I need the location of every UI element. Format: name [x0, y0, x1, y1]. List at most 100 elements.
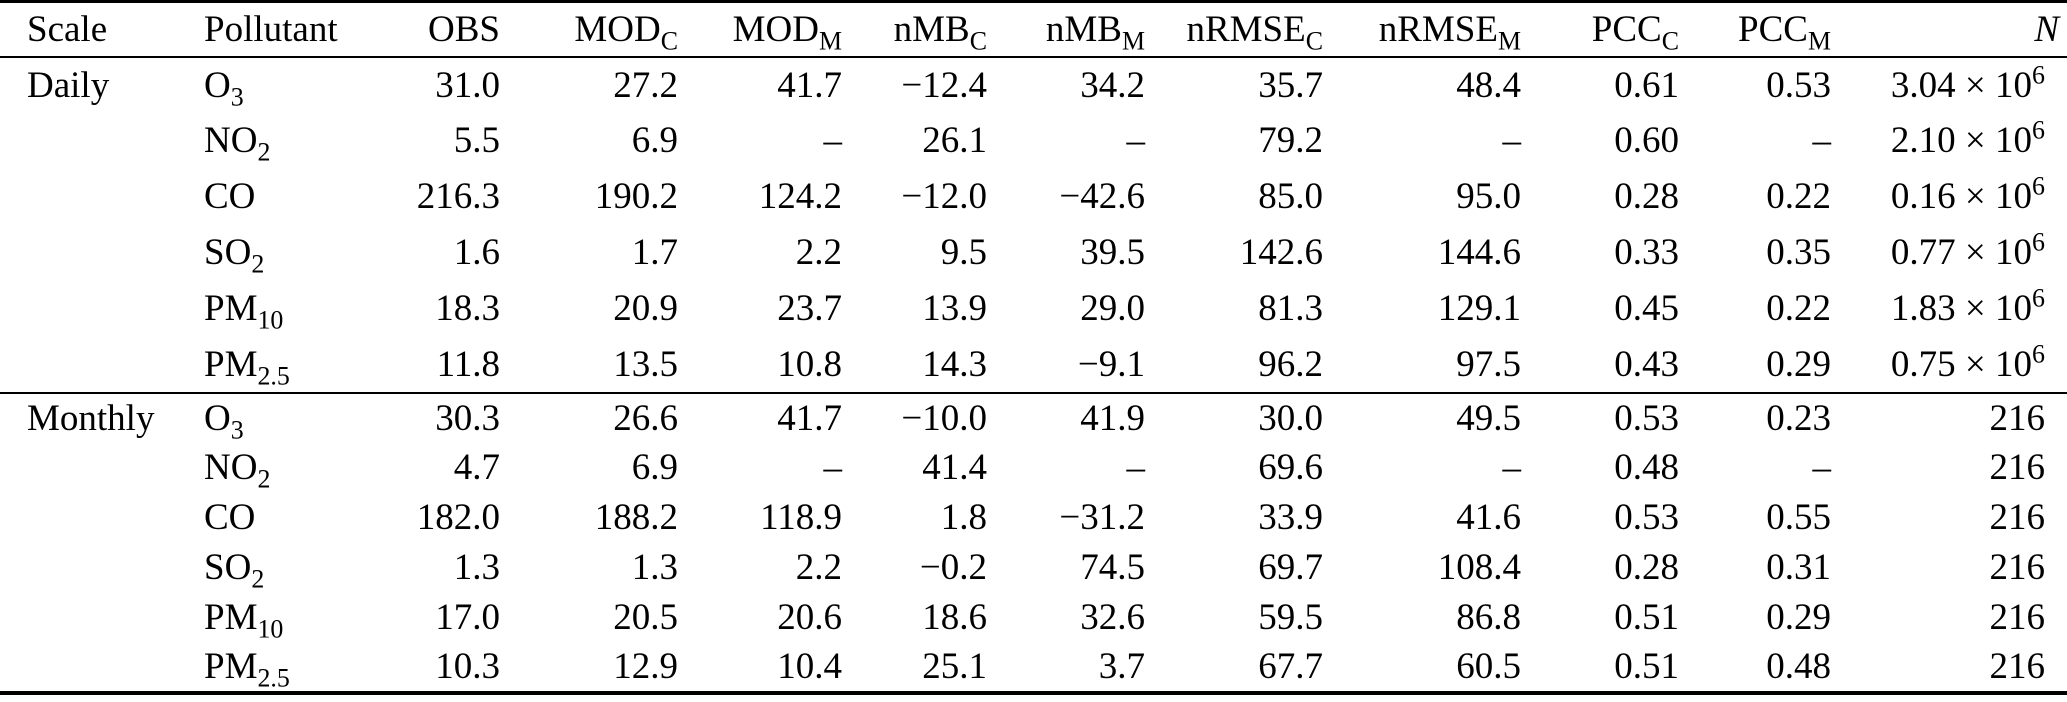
cell-mod-c: 1.7	[631, 232, 678, 273]
column-header-mod-c: MODC	[574, 8, 678, 56]
cell-scale	[0, 225, 204, 281]
cell-nmb-c: 26.1	[922, 120, 987, 161]
cell-nmb-m: −9.1	[1077, 343, 1145, 385]
table-row: PM10 17.0 20.5 20.6 18.6 32.6 59.5 86.8 0.51 0.29…	[0, 593, 2067, 643]
cell-scale	[0, 493, 204, 543]
cell-scale	[0, 593, 204, 643]
cell-pcc-c: 0.51	[1614, 646, 1679, 687]
cell-nmb-c: 13.9	[922, 288, 987, 329]
cell-mod-m: 124.2	[758, 176, 842, 217]
cell-nrmse-m: –	[1502, 120, 1522, 161]
cell-scale: Monthly	[27, 397, 155, 439]
table-row: PM10 18.3 20.9 23.7 13.9 29.0 81.3 129.1 0.45 0.2…	[0, 281, 2067, 337]
cell-pcc-c: 0.43	[1614, 343, 1679, 385]
column-header-obs: OBS	[428, 8, 500, 50]
cell-n: 0.16 × 106	[1890, 171, 2045, 217]
cell-n: 216	[1989, 397, 2046, 439]
cell-pollutant: PM2.5	[204, 343, 290, 390]
column-header-n: N	[2034, 8, 2059, 50]
cell-pcc-m: 0.35	[1766, 232, 1831, 273]
column-header-pollutant: Pollutant	[204, 8, 338, 50]
cell-pollutant: SO2	[204, 547, 265, 594]
table-row: NO2 5.5 6.9 – 26.1 – 79.2 – 0.60 – 2.10 × 106	[0, 113, 2067, 169]
cell-n: 216	[1989, 597, 2046, 638]
cell-obs: 18.3	[435, 288, 500, 329]
cell-pollutant: CO	[204, 497, 256, 538]
cell-scale	[0, 281, 204, 337]
cell-nrmse-m: 129.1	[1437, 288, 1521, 329]
cell-pcc-m: 0.53	[1766, 64, 1831, 106]
cell-pcc-m: 0.23	[1766, 397, 1831, 439]
cell-pcc-m: 0.22	[1766, 176, 1831, 217]
cell-nrmse-c: 69.7	[1258, 547, 1323, 588]
cell-nrmse-m: 97.5	[1456, 343, 1521, 385]
cell-nrmse-c: 59.5	[1258, 597, 1323, 638]
cell-n: 0.75 × 106	[1890, 339, 2045, 385]
section-daily: Daily O3 31.0 27.2 41.7 −12.4 34.2 35.7 48.4 0.61…	[0, 57, 2067, 393]
cell-mod-m: 10.4	[777, 646, 842, 687]
cell-pollutant: NO2	[204, 120, 271, 167]
cell-scale	[0, 169, 204, 225]
cell-pollutant: NO2	[204, 447, 271, 494]
column-header-nrmse-m: nRMSEM	[1378, 8, 1521, 56]
cell-obs: 31.0	[435, 64, 500, 106]
cell-nmb-c: −12.0	[901, 176, 987, 217]
table-row: Daily O3 31.0 27.2 41.7 −12.4 34.2 35.7 48.4 0.61…	[0, 57, 2067, 113]
cell-obs: 4.7	[453, 447, 500, 488]
cell-mod-m: 10.8	[777, 343, 842, 385]
cell-nrmse-m: 49.5	[1456, 397, 1521, 439]
cell-nrmse-c: 33.9	[1258, 497, 1323, 538]
cell-nrmse-c: 30.0	[1258, 397, 1323, 439]
cell-nmb-c: 14.3	[922, 343, 987, 385]
table-row: SO2 1.6 1.7 2.2 9.5 39.5 142.6 144.6 0.33 0.35 0.7…	[0, 225, 2067, 281]
cell-nmb-m: –	[1126, 120, 1146, 161]
cell-scale	[0, 543, 204, 593]
cell-nrmse-c: 85.0	[1258, 176, 1323, 217]
cell-nrmse-c: 67.7	[1258, 646, 1323, 687]
column-header-scale: Scale	[27, 8, 108, 50]
cell-n: 216	[1989, 497, 2046, 538]
cell-obs: 17.0	[435, 597, 500, 638]
cell-nmb-m: −31.2	[1059, 497, 1145, 538]
cell-n: 1.83 × 106	[1890, 283, 2045, 329]
cell-nrmse-m: 108.4	[1437, 547, 1521, 588]
cell-pcc-c: 0.48	[1614, 447, 1679, 488]
cell-pcc-m: 0.29	[1766, 343, 1831, 385]
cell-pcc-c: 0.51	[1614, 597, 1679, 638]
cell-mod-c: 26.6	[613, 397, 678, 439]
cell-scale	[0, 113, 204, 169]
cell-nrmse-c: 81.3	[1258, 288, 1323, 329]
cell-n: 2.10 × 106	[1890, 115, 2045, 161]
table-row: PM2.5 10.3 12.9 10.4 25.1 3.7 67.7 60.5 0.51 0.48…	[0, 643, 2067, 693]
cell-pcc-c: 0.53	[1614, 397, 1679, 439]
cell-nrmse-c: 142.6	[1239, 232, 1323, 273]
cell-pollutant: O3	[204, 64, 244, 111]
table-row: NO2 4.7 6.9 – 41.4 – 69.6 – 0.48 – 216	[0, 443, 2067, 493]
cell-pollutant: PM10	[204, 597, 284, 644]
cell-nmb-m: 29.0	[1080, 288, 1145, 329]
cell-mod-m: 20.6	[777, 597, 842, 638]
cell-mod-c: 1.3	[631, 547, 678, 588]
cell-pcc-m: 0.55	[1766, 497, 1831, 538]
cell-mod-c: 12.9	[613, 646, 678, 687]
cell-pcc-c: 0.28	[1614, 547, 1679, 588]
column-header-mod-m: MODM	[732, 8, 842, 56]
cell-nrmse-m: 41.6	[1456, 497, 1521, 538]
cell-nmb-c: −10.0	[901, 397, 987, 439]
cell-obs: 11.8	[436, 343, 500, 385]
cell-mod-m: 41.7	[777, 64, 842, 106]
cell-nmb-m: 41.9	[1080, 397, 1145, 439]
cell-nmb-m: 34.2	[1080, 64, 1145, 106]
cell-mod-c: 20.5	[613, 597, 678, 638]
cell-nmb-m: −42.6	[1059, 176, 1145, 217]
cell-nmb-m: 39.5	[1080, 232, 1145, 273]
cell-pcc-m: 0.29	[1766, 597, 1831, 638]
cell-obs: 182.0	[416, 497, 500, 538]
cell-pcc-m: 0.22	[1766, 288, 1831, 329]
cell-mod-m: 2.2	[795, 232, 842, 273]
cell-pcc-c: 0.61	[1614, 64, 1679, 106]
cell-nmb-c: −12.4	[901, 64, 987, 106]
cell-pollutant: PM10	[204, 288, 284, 335]
cell-pcc-c: 0.60	[1614, 120, 1679, 161]
